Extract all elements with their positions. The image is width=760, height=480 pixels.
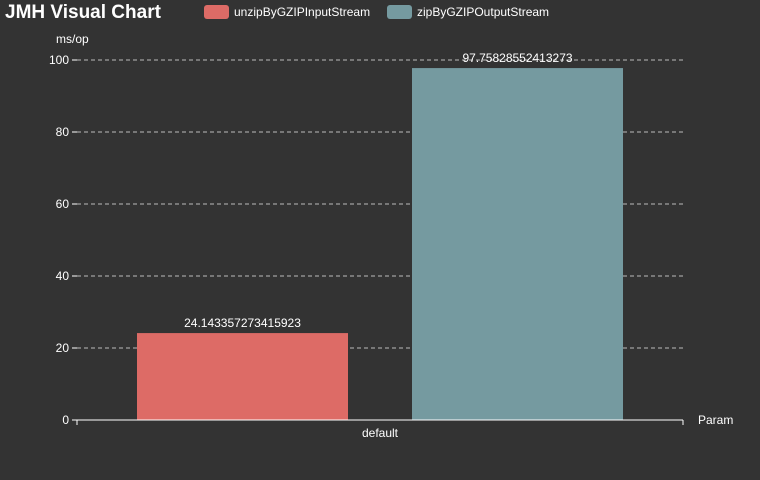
chart-title: JMH Visual Chart	[5, 2, 162, 23]
y-tick-label: 100	[49, 53, 69, 67]
y-tick-label: 60	[56, 197, 70, 211]
bar-unzip[interactable]	[137, 333, 348, 420]
y-tick-label: 20	[56, 341, 70, 355]
data-labels: 24.143357273415923 97.75828552413273	[184, 51, 573, 330]
bar-zip[interactable]	[412, 68, 623, 420]
y-axis-title: ms/op	[56, 32, 89, 46]
legend-swatch-zip	[387, 5, 412, 19]
legend: unzipByGZIPInputStream zipByGZIPOutputSt…	[204, 5, 549, 19]
legend-item-zip[interactable]: zipByGZIPOutputStream	[387, 5, 549, 19]
bar-value-label: 97.75828552413273	[462, 51, 572, 65]
x-axis-title: Param	[698, 413, 733, 427]
legend-label-zip: zipByGZIPOutputStream	[417, 5, 549, 19]
legend-item-unzip[interactable]: unzipByGZIPInputStream	[204, 5, 370, 19]
bars	[137, 68, 623, 420]
y-tick-label: 0	[62, 413, 69, 427]
y-tick-label: 40	[56, 269, 70, 283]
legend-label-unzip: unzipByGZIPInputStream	[234, 5, 370, 19]
y-axis-ticks: 0 20 40 60 80 100	[49, 53, 77, 427]
x-tick-label: default	[362, 426, 399, 440]
legend-swatch-unzip	[204, 5, 229, 19]
x-axis-ticks: default	[76, 420, 684, 440]
y-tick-label: 80	[56, 125, 70, 139]
bar-value-label: 24.143357273415923	[184, 316, 301, 330]
